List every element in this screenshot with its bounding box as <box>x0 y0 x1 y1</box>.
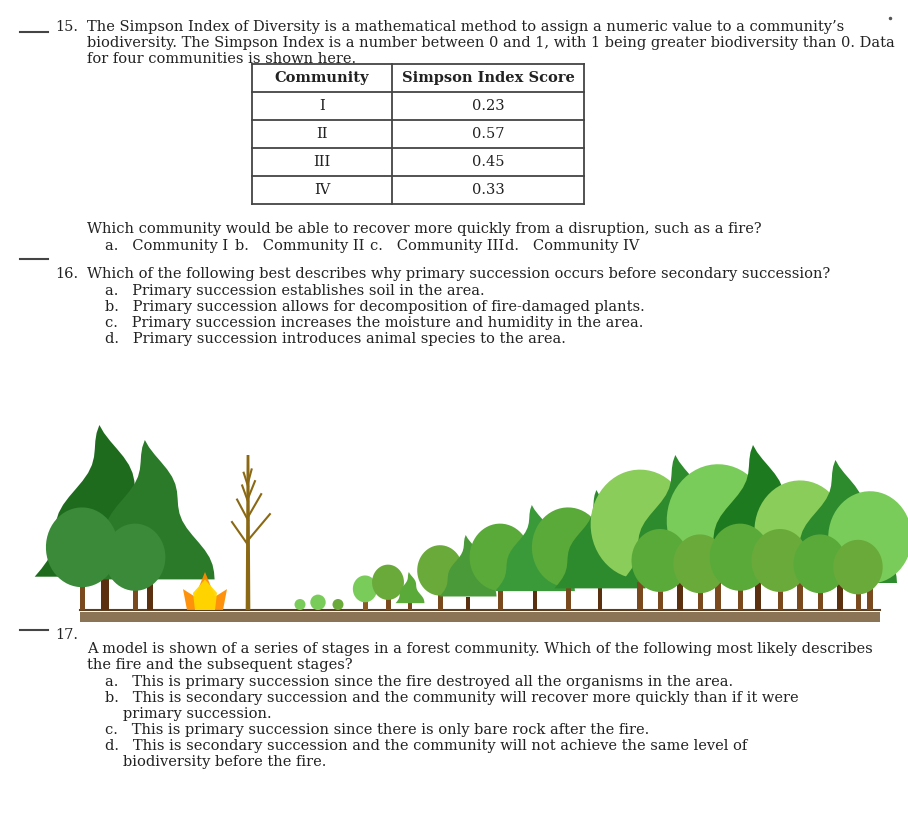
Polygon shape <box>676 582 683 610</box>
Text: primary succession.: primary succession. <box>123 707 271 721</box>
Text: d.   This is secondary succession and the community will not achieve the same le: d. This is secondary succession and the … <box>105 739 747 753</box>
Text: Which community would be able to recover more quickly from a disruption, such as: Which community would be able to recover… <box>87 222 762 236</box>
Polygon shape <box>133 588 137 610</box>
Polygon shape <box>697 590 703 610</box>
Polygon shape <box>469 523 530 590</box>
Text: 15.: 15. <box>55 20 78 34</box>
Text: c.   This is primary succession since there is only bare rock after the fire.: c. This is primary succession since ther… <box>105 723 649 737</box>
Polygon shape <box>418 545 463 595</box>
Text: IV: IV <box>314 183 331 197</box>
Polygon shape <box>632 529 688 592</box>
Text: b.   This is secondary succession and the community will recover more quickly th: b. This is secondary succession and the … <box>105 691 799 705</box>
Polygon shape <box>466 596 470 610</box>
Text: A model is shown of a series of stages in a forest community. Which of the follo: A model is shown of a series of stages i… <box>87 642 873 656</box>
Text: 0.23: 0.23 <box>471 99 504 113</box>
Text: Simpson Index Score: Simpson Index Score <box>401 71 575 85</box>
Polygon shape <box>828 491 908 584</box>
Polygon shape <box>35 425 175 576</box>
Polygon shape <box>362 601 368 610</box>
Polygon shape <box>737 588 743 610</box>
Polygon shape <box>85 440 214 580</box>
Text: b.   Primary succession allows for decomposition of fire-damaged plants.: b. Primary succession allows for decompo… <box>105 300 645 314</box>
Text: biodiversity before the fire.: biodiversity before the fire. <box>123 755 326 769</box>
Polygon shape <box>591 470 689 579</box>
Polygon shape <box>666 464 769 577</box>
Text: c.   Community III: c. Community III <box>370 239 504 253</box>
Text: 0.57: 0.57 <box>472 127 504 141</box>
Polygon shape <box>657 589 663 610</box>
Polygon shape <box>246 455 251 610</box>
Polygon shape <box>193 580 217 610</box>
Polygon shape <box>555 490 646 588</box>
Text: II: II <box>316 127 328 141</box>
Text: d.   Community IV: d. Community IV <box>505 239 639 253</box>
Text: a.   Primary succession establishes soil in the area.: a. Primary succession establishes soil i… <box>105 284 485 298</box>
Text: a.   Community I: a. Community I <box>105 239 228 253</box>
Text: a.   This is primary succession since the fire destroyed all the organisms in th: a. This is primary succession since the … <box>105 675 733 689</box>
Polygon shape <box>855 592 861 610</box>
Text: 17.: 17. <box>55 628 78 642</box>
Polygon shape <box>817 590 823 610</box>
Polygon shape <box>386 598 390 610</box>
Polygon shape <box>46 508 118 587</box>
Polygon shape <box>80 583 84 610</box>
Polygon shape <box>621 455 739 582</box>
Polygon shape <box>372 565 404 600</box>
Polygon shape <box>183 572 227 610</box>
Polygon shape <box>408 603 412 610</box>
Polygon shape <box>834 540 883 595</box>
Text: Which of the following best describes why primary succession occurs before secon: Which of the following best describes wh… <box>87 267 830 281</box>
Polygon shape <box>867 579 873 610</box>
Polygon shape <box>777 589 783 610</box>
Text: for four communities is shown here.: for four communities is shown here. <box>87 52 356 66</box>
Polygon shape <box>102 576 109 610</box>
Polygon shape <box>495 505 575 591</box>
Polygon shape <box>783 460 897 583</box>
Polygon shape <box>80 612 880 622</box>
Polygon shape <box>837 583 843 610</box>
Polygon shape <box>715 572 721 610</box>
Polygon shape <box>533 591 538 610</box>
Polygon shape <box>566 583 570 610</box>
Text: 0.33: 0.33 <box>471 183 504 197</box>
Text: Community: Community <box>275 71 370 85</box>
Text: biodiversity. The Simpson Index is a number between 0 and 1, with 1 being greate: biodiversity. The Simpson Index is a num… <box>87 36 894 50</box>
Text: I: I <box>319 99 325 113</box>
Circle shape <box>332 599 343 610</box>
Polygon shape <box>696 445 821 581</box>
Polygon shape <box>637 574 643 610</box>
Polygon shape <box>755 480 845 581</box>
Polygon shape <box>532 508 604 587</box>
Polygon shape <box>146 580 153 610</box>
Polygon shape <box>797 576 803 610</box>
Polygon shape <box>710 523 770 590</box>
Polygon shape <box>353 576 377 602</box>
Text: the fire and the subsequent stages?: the fire and the subsequent stages? <box>87 658 352 672</box>
Text: 16.: 16. <box>55 267 78 281</box>
Text: 0.45: 0.45 <box>472 155 504 169</box>
Circle shape <box>311 595 326 610</box>
Text: d.   Primary succession introduces animal species to the area.: d. Primary succession introduces animal … <box>105 332 566 346</box>
Polygon shape <box>396 572 424 603</box>
Text: b.   Community II: b. Community II <box>235 239 364 253</box>
Polygon shape <box>674 534 726 593</box>
Text: c.   Primary succession increases the moisture and humidity in the area.: c. Primary succession increases the mois… <box>105 316 644 330</box>
Polygon shape <box>597 588 602 610</box>
Polygon shape <box>498 588 502 610</box>
Text: The Simpson Index of Diversity is a mathematical method to assign a numeric valu: The Simpson Index of Diversity is a math… <box>87 20 844 34</box>
Polygon shape <box>104 523 165 590</box>
Polygon shape <box>755 581 761 610</box>
Polygon shape <box>794 534 846 593</box>
Polygon shape <box>439 535 497 596</box>
Circle shape <box>294 599 305 610</box>
Text: III: III <box>313 155 331 169</box>
Polygon shape <box>438 593 442 610</box>
Polygon shape <box>752 529 808 592</box>
